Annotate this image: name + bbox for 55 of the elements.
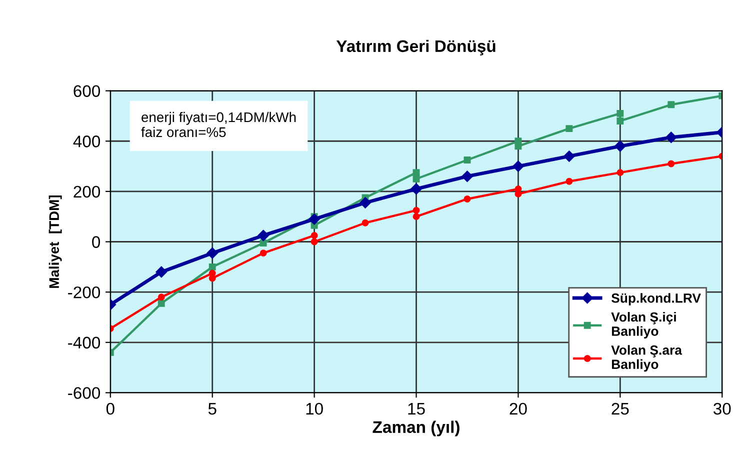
legend-label: Volan Ş.ara Banliyo (611, 345, 682, 372)
point (514, 142, 522, 150)
point (310, 232, 318, 239)
x-tick-label: 20 (510, 402, 527, 415)
point (360, 197, 371, 208)
y-tick-label: 200 (74, 186, 100, 198)
point (614, 140, 626, 152)
point (668, 101, 675, 108)
x-tick-label: 15 (408, 403, 425, 415)
point (156, 266, 167, 278)
point (566, 178, 573, 185)
y-tick-label: -600 (68, 387, 100, 399)
point (208, 274, 216, 282)
chart-title: Yatırım Geri Dönüşü (336, 40, 496, 56)
legend-label: Süp.kond.LRV (611, 293, 701, 306)
point (260, 240, 267, 246)
point (410, 183, 422, 195)
y-tick-label: 0 (92, 236, 100, 248)
point (464, 196, 471, 202)
point (668, 160, 675, 168)
point (362, 219, 369, 226)
point (512, 160, 524, 172)
point (208, 263, 216, 270)
point (412, 206, 420, 214)
point (462, 170, 473, 182)
point (616, 118, 624, 124)
y-tick-label: 600 (74, 85, 100, 98)
point (464, 156, 471, 164)
x-tick-label: 30 (713, 402, 731, 415)
point (412, 213, 420, 220)
point (564, 150, 575, 162)
x-tick-label: 5 (208, 403, 216, 415)
point (258, 230, 269, 242)
x-tick-label: 0 (106, 402, 114, 415)
point (158, 300, 165, 307)
point (566, 125, 573, 132)
point (308, 214, 320, 225)
point (310, 238, 318, 246)
legend-label: Volan Ş.içi Banliyo (611, 312, 676, 338)
annotation: enerji fiyatı=0,14DM/kWh faiz oranı=%5 (141, 112, 296, 138)
x-tick-label: 25 (612, 402, 629, 415)
point (206, 247, 218, 259)
y-tick-label: -200 (68, 286, 100, 298)
point (158, 294, 165, 301)
x-tick-label: 10 (306, 402, 323, 415)
point (616, 110, 624, 117)
y-tick-label: 400 (73, 136, 100, 148)
point (412, 169, 420, 176)
point (666, 132, 677, 143)
x-axis-title: Zaman (yıl) (372, 420, 460, 436)
point (260, 250, 267, 257)
y-axis-title: Maliyet [TDM] (48, 195, 62, 288)
point (616, 169, 624, 176)
y-tick-label: -400 (68, 336, 100, 349)
point (412, 175, 420, 182)
